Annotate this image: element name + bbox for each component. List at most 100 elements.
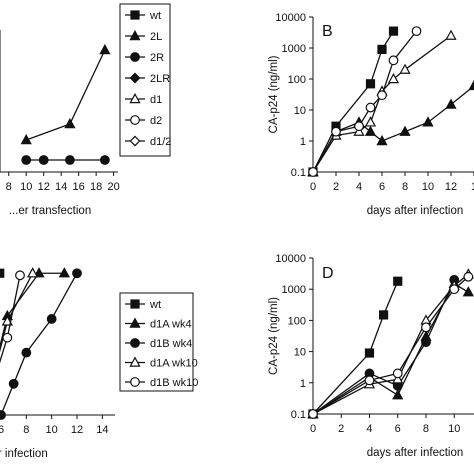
y-axis-label: CA-p24 (ng/ml) — [268, 297, 280, 375]
x-tick-label: 4 — [356, 181, 362, 193]
series-group — [307, 268, 474, 419]
legend-marker — [130, 10, 140, 20]
data-point — [468, 79, 474, 91]
series-group — [20, 43, 111, 165]
legend-marker — [130, 115, 140, 125]
legend-marker — [129, 72, 141, 84]
data-point — [58, 267, 70, 278]
series-line — [312, 279, 455, 415]
data-point — [99, 43, 111, 55]
series-line — [312, 35, 452, 173]
legend-label: wt — [149, 299, 161, 311]
data-point — [392, 368, 403, 379]
data-point — [421, 337, 431, 348]
y-tick-label: 0.1 — [291, 409, 306, 421]
legend-label: wt — [149, 10, 161, 22]
series-line — [0, 272, 65, 349]
x-axis-label: days after infection — [367, 205, 464, 217]
y-tick-label: 10000 — [275, 12, 306, 24]
data-point — [379, 310, 389, 320]
chart-panel-1: 8 10 12 14 16 18 20 ...er transfection wt 2L 2R 2LR… — [0, 3, 171, 217]
x-tick-label: 6 — [395, 423, 401, 435]
x-tick-label: 10 — [20, 181, 32, 193]
chart-panel-3: 6 8 10 12 14 ...r infection wt d1A wk4 d1B wk4 d1… — [0, 267, 198, 460]
x-axis-label: days after infection — [367, 447, 464, 459]
y-tick-label: 10000 — [275, 253, 306, 265]
legend-marker — [129, 135, 141, 147]
data-point — [8, 378, 19, 389]
x-tick-label: 0 — [310, 423, 316, 435]
legend-label: d1B wk10 — [150, 377, 198, 389]
y-tick-label: 100 — [288, 315, 306, 327]
series-line — [0, 275, 21, 364]
data-point — [377, 44, 387, 55]
series-line — [312, 273, 469, 415]
data-point — [2, 332, 13, 343]
y-tick-label: 100 — [288, 74, 306, 86]
data-point — [376, 134, 388, 146]
data-point — [364, 116, 377, 127]
data-point — [399, 125, 411, 136]
data-point — [308, 409, 318, 419]
data-point — [387, 72, 400, 84]
x-tick-label: 1 — [471, 181, 474, 193]
panel-label: B — [322, 23, 333, 40]
data-point — [462, 286, 474, 297]
data-point — [308, 167, 318, 177]
x-tick-label: 8 — [402, 181, 408, 193]
data-point — [354, 121, 364, 132]
data-point — [21, 347, 32, 358]
x-tick-label: 4 — [366, 423, 372, 435]
data-point — [364, 125, 377, 136]
data-point — [99, 155, 110, 165]
legend-label: 2R — [150, 52, 164, 64]
y-tick-label: 0.1 — [291, 167, 306, 179]
x-tick-label: 12 — [71, 424, 83, 436]
data-point — [365, 102, 376, 113]
legend-marker — [130, 52, 140, 62]
y-tick-label: 10 — [294, 105, 306, 117]
data-point — [20, 133, 32, 145]
x-tick-label: 8 — [423, 423, 429, 435]
legend-marker — [129, 92, 141, 104]
series-group — [307, 26, 474, 177]
data-point — [21, 155, 32, 165]
legend: wt d1A wk4 d1B wk4 d1A wk10 d1B wk10 — [119, 292, 198, 392]
legend-marker — [130, 338, 140, 348]
data-point — [38, 155, 49, 165]
x-tick-label: 6 — [379, 181, 385, 193]
x-axis-label: ...r infection — [0, 448, 48, 460]
legend-marker — [129, 29, 141, 41]
legend-box — [119, 3, 171, 157]
data-point — [365, 79, 376, 89]
series-group — [0, 267, 82, 420]
data-point — [27, 267, 39, 278]
x-tick-label: 20 — [108, 181, 120, 193]
y-tick-label: 1000 — [282, 284, 306, 296]
y-tick-label: 1000 — [282, 43, 306, 55]
data-point — [64, 117, 76, 129]
x-tick-label: 12 — [38, 181, 50, 193]
data-point — [388, 26, 399, 36]
x-tick-label: 14 — [55, 181, 67, 193]
legend-marker — [130, 377, 140, 387]
data-point — [364, 348, 375, 358]
data-point — [445, 29, 457, 40]
x-tick-label: 8 — [6, 181, 12, 193]
x-tick-label: 12 — [445, 181, 457, 193]
legend-marker — [129, 356, 141, 367]
data-point — [65, 155, 75, 165]
data-point — [0, 268, 5, 278]
data-point — [393, 276, 403, 286]
data-point — [15, 270, 25, 281]
data-point — [392, 373, 404, 384]
chart-panel-b: 0.1 1 10 100 1000 10000 0 2 4 6 8 10 12 1 days after i… — [268, 12, 474, 217]
x-tick-label: 16 — [73, 181, 85, 193]
x-tick-label: 10 — [448, 423, 460, 435]
data-point — [421, 322, 431, 333]
legend-label: d1/2 — [150, 136, 171, 148]
panel-label: D — [322, 265, 334, 282]
legend-marker — [130, 299, 140, 309]
series-line — [0, 272, 78, 416]
